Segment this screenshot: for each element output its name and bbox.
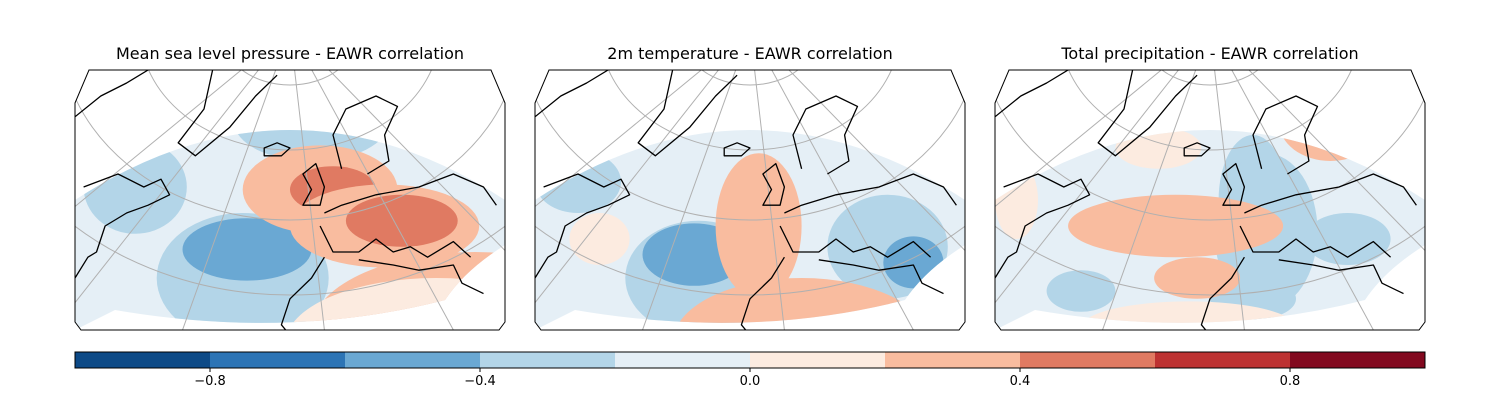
colorbar-tick-label: 0.4 <box>1009 374 1031 389</box>
colorbar-segment <box>750 352 886 368</box>
graticule <box>535 70 965 330</box>
coastlines <box>535 70 957 330</box>
colorbar-segment <box>1020 352 1156 368</box>
correlation-contour <box>1046 270 1116 312</box>
correlation-contour <box>1068 194 1284 258</box>
coastlines <box>995 70 1417 330</box>
correlation-contour <box>182 218 312 281</box>
colorbar-segment <box>345 352 481 368</box>
colorbar-segment <box>210 352 346 368</box>
map-panel-tp <box>995 70 1425 330</box>
colorbar-segment <box>75 352 211 368</box>
map-frame <box>74 69 506 331</box>
map-panel-t2m <box>535 70 965 330</box>
correlation-field <box>75 130 505 330</box>
coastlines <box>75 70 497 330</box>
colorbar-tick-label: 0.0 <box>739 374 761 389</box>
map-frame <box>994 69 1426 331</box>
colorbar-segment <box>615 352 751 368</box>
graticule <box>995 70 1425 330</box>
graticule <box>75 70 505 330</box>
colorbar-segment <box>885 352 1021 368</box>
correlation-contour <box>715 153 802 299</box>
colorbar <box>74 351 1426 372</box>
correlation-contour <box>285 278 505 330</box>
colorbar-tick-label: 0.8 <box>1279 374 1301 389</box>
colorbar-tick-label: −0.8 <box>194 374 226 389</box>
colorbar-tick-label: −0.4 <box>464 374 496 389</box>
map-panel-msl <box>75 70 505 330</box>
correlation-contour <box>1304 213 1391 265</box>
colorbar-segment <box>480 352 616 368</box>
panel-title: Total precipitation - EAWR correlation <box>1061 44 1359 63</box>
correlation-contour <box>345 194 458 247</box>
colorbar-segment <box>1290 352 1426 368</box>
correlation-contour <box>569 213 630 265</box>
correlation-contour <box>1154 257 1241 299</box>
map-frame <box>534 69 966 331</box>
panel-title: 2m temperature - EAWR correlation <box>607 44 893 63</box>
colorbar-segment <box>1155 352 1291 368</box>
panel-title: Mean sea level pressure - EAWR correlati… <box>116 44 464 63</box>
